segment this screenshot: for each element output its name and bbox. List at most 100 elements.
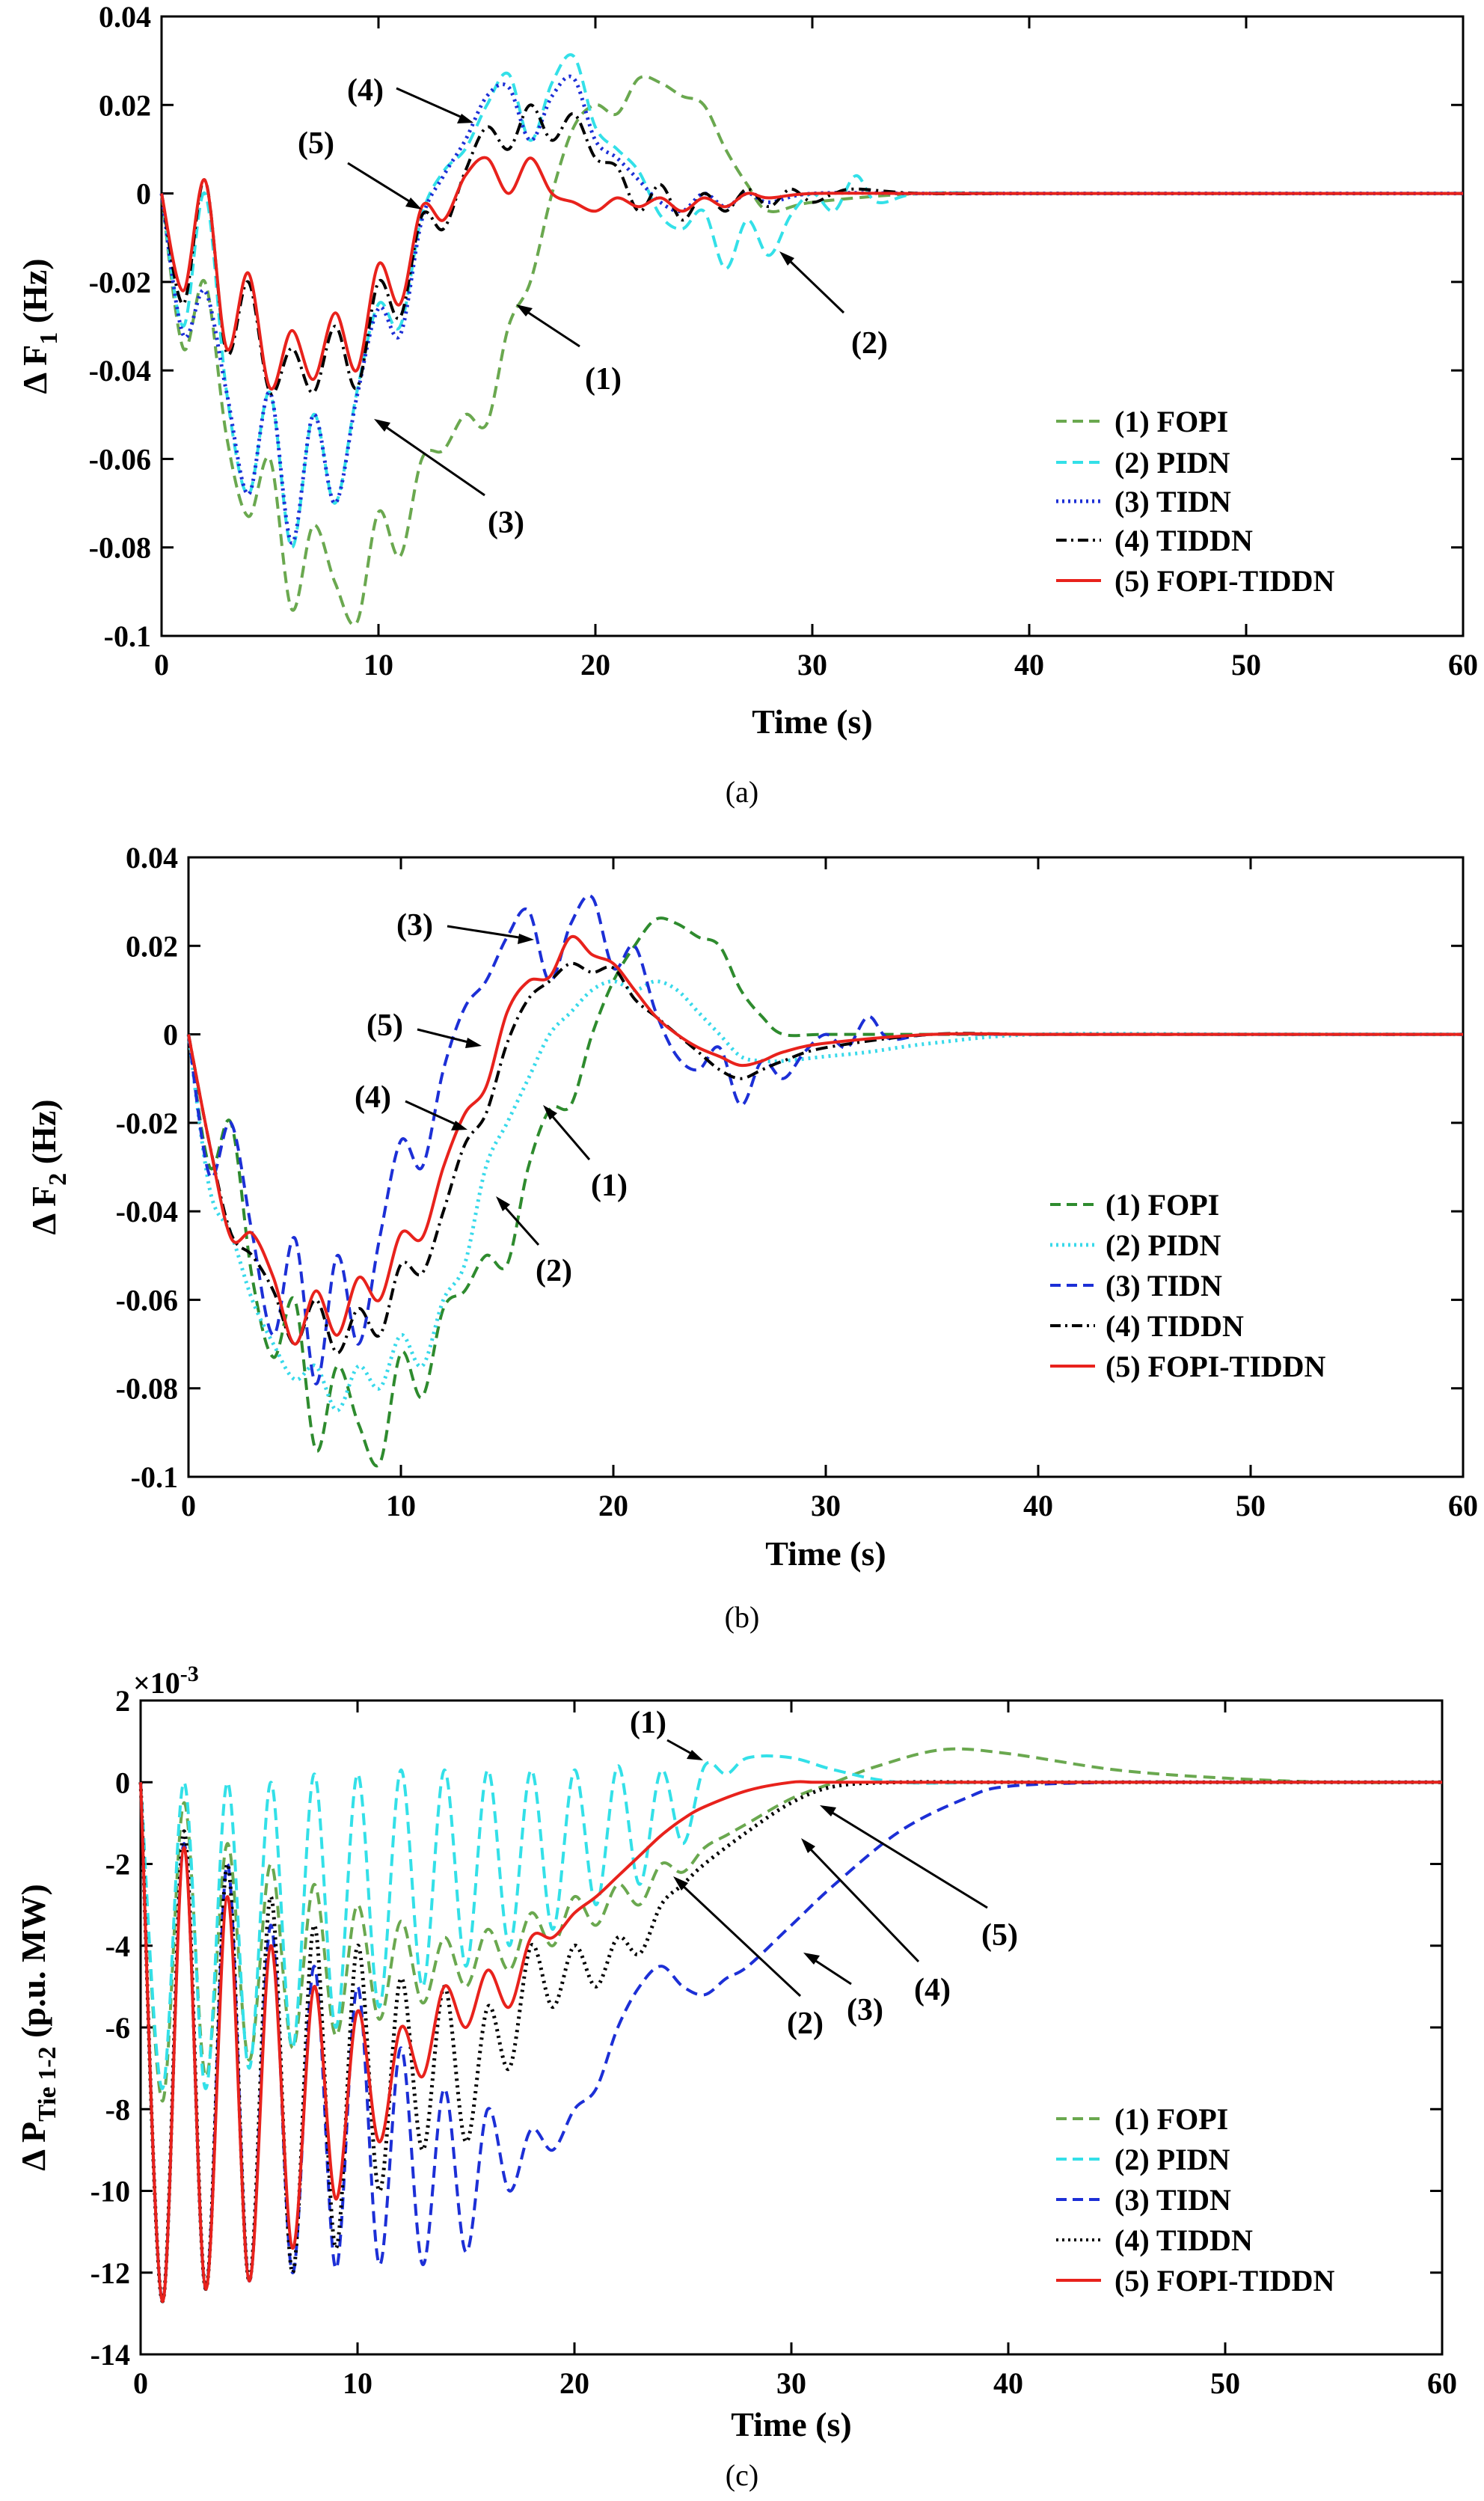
- y-tick-label: -0.02: [116, 1106, 178, 1140]
- x-tick-label: 0: [154, 648, 169, 682]
- x-tick-label: 30: [797, 648, 827, 682]
- annotation-label-5: (5): [367, 1008, 403, 1043]
- x-tick-label: 30: [776, 2366, 806, 2400]
- legend-label-fopi-tiddn: (5) FOPI-TIDDN: [1106, 1350, 1326, 1383]
- x-tick-label: 0: [133, 2366, 148, 2400]
- annotation-arrow-5: [347, 162, 414, 205]
- annotation-arrow-3: [447, 925, 524, 940]
- legend-label-fopi: (1) FOPI: [1106, 1188, 1219, 1222]
- annotation-label-4: (4): [914, 1973, 951, 2007]
- series-line-3-tidn: [187, 894, 1463, 1386]
- y-tick-label: -0.1: [131, 1460, 178, 1494]
- annotation-arrowhead-1: [516, 304, 533, 316]
- y-tick-label: 0.04: [99, 0, 151, 34]
- annotation-label-3: (3): [488, 506, 524, 540]
- annotation-arrow-2: [785, 257, 845, 314]
- annotation-arrowhead-4: [457, 114, 473, 123]
- x-tick-label: 50: [1236, 1489, 1266, 1522]
- y-tick-labels: -0.1 -0.08 -0.06 -0.04 -0.02 0 0.02 0.04: [116, 841, 178, 1494]
- annotation-arrow-1: [548, 1112, 591, 1160]
- y-axis-multiplier-power: -3: [180, 1662, 199, 1686]
- legend-label-fopi-tiddn: (5) FOPI-TIDDN: [1114, 2264, 1335, 2298]
- legend-label-pidn: (2) PIDN: [1114, 2143, 1230, 2176]
- annotation-arrowhead-2: [779, 251, 794, 266]
- legend-label-tiddn: (4) TIDDN: [1114, 524, 1253, 557]
- legend-label-fopi: (1) FOPI: [1114, 2102, 1228, 2136]
- series-line-1-fopi: [139, 1747, 1443, 2103]
- x-tick-labels: 0 10 20 30 40 50 60: [181, 1489, 1478, 1522]
- x-tick-label: 30: [811, 1489, 841, 1522]
- annotation-arrow-2: [501, 1204, 540, 1246]
- annotation-arrowhead-3: [518, 934, 534, 944]
- annotation-label-4: (4): [355, 1080, 391, 1115]
- x-tick-label: 40: [993, 2366, 1023, 2400]
- y-tick-label: 0: [163, 1018, 178, 1052]
- legend-label-fopi: (1) FOPI: [1114, 405, 1228, 438]
- legend: (1) FOPI (2) PIDN (3) TIDN (4) TIDDN (5)…: [1050, 1188, 1326, 1383]
- annotation-label-5: (5): [981, 1918, 1018, 1953]
- x-tick-label: 0: [181, 1489, 196, 1522]
- y-tick-label: -10: [91, 2175, 130, 2208]
- annotation-label-2: (2): [536, 1254, 572, 1288]
- y-axis-label-unit: (Hz): [25, 1099, 63, 1172]
- series-line-3-tidn: [159, 74, 1463, 545]
- x-tick-label: 40: [1023, 1489, 1053, 1522]
- y-tick-label: -8: [105, 2093, 130, 2126]
- annotation-arrowhead-3: [803, 1953, 820, 1965]
- x-tick-labels: 0 10 20 30 40 50 60: [133, 2366, 1457, 2400]
- y-tick-label: -0.08: [89, 531, 151, 565]
- series-group: [138, 1747, 1443, 2303]
- annotation-arrowhead-2: [496, 1196, 510, 1211]
- x-tick-label: 60: [1427, 2366, 1457, 2400]
- x-tick-label: 10: [364, 648, 393, 682]
- y-axis-label-subscript: 1: [35, 332, 63, 345]
- series-line-2-pidn: [186, 979, 1463, 1412]
- y-axis-label-subscript: 2: [44, 1173, 72, 1186]
- legend-label-tidn: (3) TIDN: [1106, 1269, 1222, 1302]
- x-tick-label: 20: [598, 1489, 628, 1522]
- annotation-label-1: (1): [585, 362, 622, 397]
- series-line-5-fopi-tiddn: [187, 934, 1463, 1346]
- annotation-arrow-1: [666, 1739, 695, 1757]
- y-tick-labels: -0.1 -0.08 -0.06 -0.04 -0.02 0 0.02 0.04: [89, 0, 151, 653]
- legend-label-pidn: (2) PIDN: [1114, 446, 1230, 480]
- y-axis-multiplier-base: ×10: [133, 1666, 180, 1700]
- series-line-4-tiddn: [160, 103, 1463, 396]
- series-line-1-fopi: [187, 916, 1463, 1468]
- series-line-5-fopi-tiddn: [139, 1780, 1442, 2303]
- series-group: [186, 894, 1463, 1468]
- annotation-arrowhead-5: [820, 1805, 836, 1816]
- tick-marks: [187, 856, 1465, 1478]
- y-tick-label: -0.04: [89, 354, 151, 388]
- y-tick-label: 0: [115, 1766, 130, 1799]
- y-axis-label: Δ F1 (Hz): [16, 258, 63, 394]
- x-tick-label: 50: [1231, 648, 1261, 682]
- annotation-arrowhead-5: [465, 1038, 482, 1048]
- annotation-label-2: (2): [851, 326, 888, 361]
- x-tick-labels: 0 10 20 30 40 50 60: [154, 648, 1478, 682]
- chart-panel-c: -14-12-10-8-6-4-202 0 10 20 30 40 50 60 ×10-3 …: [14, 1662, 1457, 2492]
- plot-frame: [187, 856, 1465, 1478]
- annotation-arrow-4: [405, 1100, 459, 1127]
- annotation-label-1: (1): [591, 1169, 628, 1203]
- series-line-4-tiddn: [187, 961, 1463, 1355]
- caption: (c): [726, 2458, 758, 2492]
- y-tick-label: -12: [91, 2256, 130, 2290]
- x-axis-label: Time (s): [765, 1534, 886, 1573]
- legend-label-tidn: (3) TIDN: [1114, 2183, 1231, 2217]
- y-axis-label-unit: (p.u. MW): [14, 1884, 52, 2046]
- plot-frame: [160, 15, 1465, 637]
- legend-label-tiddn: (4) TIDDN: [1106, 1309, 1244, 1343]
- annotation-arrowhead-2: [673, 1876, 688, 1891]
- legend-label-tiddn: (4) TIDDN: [1114, 2223, 1253, 2257]
- legend: (1) FOPI (2) PIDN (3) TIDN (4) TIDDN (5)…: [1056, 405, 1335, 598]
- annotation-arrow-5: [828, 1809, 988, 1909]
- tick-marks: [160, 15, 1465, 637]
- x-tick-label: 10: [343, 2366, 372, 2400]
- y-tick-label: -0.02: [89, 266, 151, 299]
- x-tick-label: 20: [559, 2366, 589, 2400]
- series-line-2-pidn: [139, 1754, 1442, 2090]
- x-tick-label: 60: [1448, 648, 1478, 682]
- y-axis-label: Δ PTie 1-2 (p.u. MW): [14, 1884, 61, 2171]
- annotations: (1) (2) (3) (4) (5): [355, 908, 628, 1288]
